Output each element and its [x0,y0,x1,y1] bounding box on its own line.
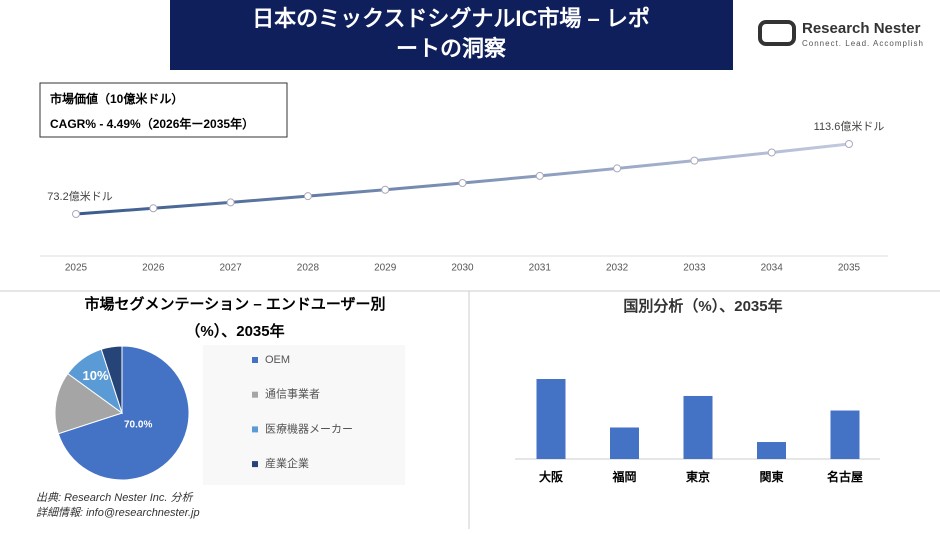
market-value: 市場価値（10億米ドル） [50,91,183,106]
legend-box [203,345,405,485]
point [690,156,699,165]
point [72,210,80,218]
legend-marker [252,357,258,363]
x-tick-label: 2027 [219,263,242,274]
bar [683,395,713,459]
legend-marker [252,461,258,468]
point [303,192,312,201]
x-tick-label: 2025 [65,263,88,274]
logo-icon [758,20,796,46]
point [535,171,544,180]
x-tick-label: 2028 [297,263,320,274]
bar [610,427,639,459]
legend-label: 通信事業者 [265,388,320,401]
data-label: 70.0% [124,419,152,430]
x-tick-label: 東京 [686,469,710,484]
point [767,148,776,157]
x-tick-label: 2035 [838,263,861,274]
data-label: 113.6億米ドル [814,120,885,133]
point [381,185,390,194]
logo-tagline: Connect. Lead. Accomplish [802,39,924,48]
x-tick-label: 名古屋 [827,469,863,484]
x-tick-label: 2026 [142,263,165,274]
legend-label: OEM [265,354,290,366]
x-tick-label: 関東 [759,469,783,484]
legend-marker [252,426,258,433]
chart-title-line2: （%）、2035年 [185,322,284,340]
info-box [39,82,288,138]
x-tick-label: 福岡 [611,469,636,484]
data-label: 10% [83,368,109,383]
data-label: 73.2億米ドル [47,190,112,203]
chart-title: 市場セグメンテーション – エンドユーザー別 [84,295,385,313]
chart-title: 国別分析（%）、2035年 [623,297,782,315]
pie-slice [57,345,190,481]
page-title-line2: ートの洞察 [396,36,507,61]
point [226,198,235,207]
point [845,140,853,148]
x-tick-label: 2029 [374,263,397,274]
bar [757,442,786,459]
source: 出典: Research Nester Inc. 分析 [36,491,194,504]
x-tick-label: 2032 [606,263,629,274]
title-banner [170,0,733,70]
point [458,178,467,187]
point [149,204,158,213]
point [613,164,622,173]
x-tick-label: 2030 [451,263,474,274]
x-tick-label: 2031 [529,263,552,274]
legend-label: 産業企業 [265,456,309,470]
pie-slice [100,345,123,414]
page-title: 日本のミックスドシグナルIC市場 – レポ [252,6,650,31]
x-tick-label: 大阪 [539,469,564,484]
bar [536,379,566,459]
bar [830,410,860,459]
x-tick-label: 2033 [683,263,706,274]
x-tick-label: 2034 [761,263,784,274]
contact: 詳細情報: info@researchnester.jp [36,506,200,519]
pie-slice [54,372,124,435]
logo-name: Research Nester [802,20,921,37]
legend-label: 医療機器メーカー [265,421,353,435]
cagr: CAGR% - 4.49%（2026年ー2035年） [50,116,254,131]
legend-marker [252,391,258,398]
